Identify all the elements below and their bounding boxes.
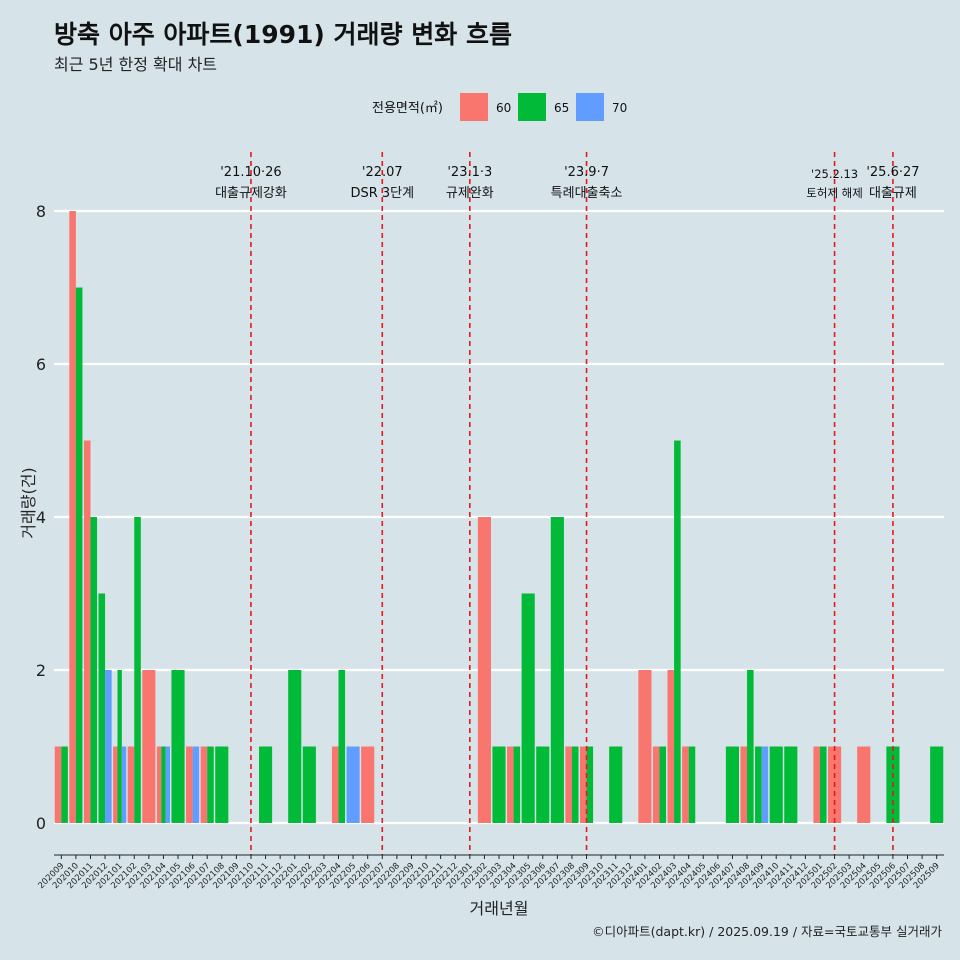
bar-65-202204 bbox=[338, 670, 346, 823]
bar-60-202101 bbox=[113, 746, 118, 823]
bar-60-202009 bbox=[54, 746, 62, 823]
event-label: 규제완화 bbox=[446, 186, 494, 201]
bar-65-202202 bbox=[302, 746, 316, 823]
bar-70-202409 bbox=[761, 746, 769, 823]
y-tick-label: 6 bbox=[36, 355, 46, 374]
bar-65-202305 bbox=[521, 593, 535, 823]
bar-60-202404 bbox=[682, 746, 689, 823]
bar-65-202309 bbox=[586, 746, 594, 823]
event-label: 대출규제강화 bbox=[215, 186, 287, 201]
event-date: '25.6·27 bbox=[866, 165, 919, 180]
bar-60-202309 bbox=[579, 746, 587, 823]
bar-65-202102 bbox=[134, 517, 141, 823]
event-date: '21.10·26 bbox=[220, 165, 281, 180]
bar-65-202304 bbox=[513, 746, 521, 823]
bar-60-202308 bbox=[565, 746, 572, 823]
bar-65-202101 bbox=[117, 670, 122, 823]
event-label: 토허제 해제 bbox=[806, 186, 863, 200]
bar-70-202106 bbox=[192, 746, 200, 823]
bar-65-202012 bbox=[98, 593, 106, 823]
bar-60-202402 bbox=[652, 746, 660, 823]
chart-title: 방축 아주 아파트(1991) 거래량 변화 흐름 bbox=[54, 20, 512, 49]
bar-65-202104 bbox=[161, 746, 166, 823]
bar-60-202102 bbox=[127, 746, 135, 823]
bar-65-202408 bbox=[747, 670, 754, 823]
y-tick-label: 2 bbox=[36, 661, 46, 680]
event-date: '25.2.13 bbox=[811, 167, 858, 181]
bar-70-202104 bbox=[165, 746, 170, 823]
bar-70-202205 bbox=[346, 746, 360, 823]
bar-60-202204 bbox=[331, 746, 339, 823]
event-date: '23.9·7 bbox=[564, 165, 609, 180]
bar-60-202401 bbox=[638, 670, 652, 823]
bar-70-202101 bbox=[121, 746, 127, 823]
legend-label-70: 70 bbox=[612, 101, 627, 115]
bar-70-202012 bbox=[105, 670, 112, 823]
bar-60-202010 bbox=[69, 211, 76, 823]
chart-caption: ©디아파트(dapt.kr) / 2025.09.19 / 자료=국토교통부 실… bbox=[592, 924, 942, 939]
bar-65-202009 bbox=[61, 746, 68, 823]
bar-60-202103 bbox=[142, 670, 156, 823]
y-tick-label: 4 bbox=[36, 508, 46, 527]
legend-swatch-60 bbox=[460, 93, 488, 121]
bar-65-202509 bbox=[930, 746, 944, 823]
event-label: 특례대출축소 bbox=[551, 186, 623, 201]
legend-swatch-65 bbox=[518, 93, 546, 121]
event-label: 대출규제 bbox=[869, 186, 917, 201]
bar-65-202011 bbox=[90, 517, 98, 823]
bar-65-202107 bbox=[207, 746, 214, 823]
y-tick-label: 0 bbox=[36, 814, 46, 833]
bar-65-202409 bbox=[755, 746, 762, 823]
bar-65-202105 bbox=[171, 670, 185, 823]
bar-60-202304 bbox=[507, 746, 514, 823]
legend-label-65: 65 bbox=[554, 101, 569, 115]
x-axis-label: 거래년월 bbox=[470, 899, 529, 918]
bar-65-202311 bbox=[609, 746, 623, 823]
bar-65-202111 bbox=[258, 746, 273, 823]
bar-60-202106 bbox=[186, 746, 193, 823]
bar-65-202201 bbox=[288, 670, 302, 823]
bar-65-202411 bbox=[784, 746, 798, 823]
chart-subtitle: 최근 5년 한정 확대 차트 bbox=[54, 55, 217, 74]
bar-65-202410 bbox=[769, 746, 783, 823]
bar-65-202407 bbox=[725, 746, 740, 823]
bar-60-202206 bbox=[361, 746, 375, 823]
y-axis-label: 거래량(건) bbox=[19, 467, 38, 538]
bar-60-202501 bbox=[813, 746, 820, 823]
bar-60-202504 bbox=[857, 746, 871, 823]
bar-65-202306 bbox=[536, 746, 550, 823]
event-date: '23.1·3 bbox=[447, 165, 492, 180]
bar-65-202501 bbox=[819, 746, 827, 823]
y-tick-label: 8 bbox=[36, 202, 46, 221]
legend-title: 전용면적(㎡) bbox=[372, 101, 443, 116]
bar-60-202408 bbox=[740, 746, 748, 823]
legend-label-60: 60 bbox=[496, 101, 511, 115]
bar-65-202010 bbox=[75, 287, 83, 823]
bar-60-202107 bbox=[200, 746, 208, 823]
bar-65-202108 bbox=[215, 746, 229, 823]
bar-60-202403 bbox=[667, 670, 675, 823]
event-date: '22.07 bbox=[362, 165, 403, 180]
bar-60-202302 bbox=[477, 517, 491, 823]
legend-swatch-70 bbox=[576, 93, 604, 121]
bar-65-202303 bbox=[492, 746, 506, 823]
bar-60-202104 bbox=[156, 746, 162, 823]
event-label: DSR 3단계 bbox=[350, 186, 414, 201]
bar-65-202308 bbox=[571, 746, 579, 823]
bar-65-202404 bbox=[688, 746, 696, 823]
bar-60-202011 bbox=[83, 440, 91, 823]
bar-65-202403 bbox=[674, 440, 681, 823]
bar-65-202402 bbox=[659, 746, 667, 823]
bar-65-202307 bbox=[550, 517, 564, 823]
